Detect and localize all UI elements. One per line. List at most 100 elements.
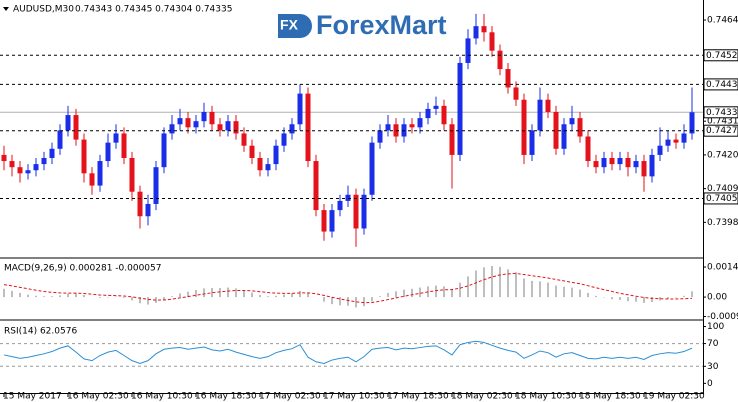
candle-body	[649, 154, 655, 177]
candle-body	[585, 136, 591, 162]
level-label: 0.74525	[706, 51, 738, 61]
candle-body	[521, 99, 527, 155]
candle-body	[105, 142, 111, 162]
candle-body	[265, 164, 271, 171]
candle-body	[513, 87, 519, 100]
candle-body	[113, 133, 119, 143]
candle-body	[81, 139, 87, 174]
candle-body	[593, 161, 599, 168]
candle-body	[417, 118, 423, 128]
logo-text: ForexMart	[316, 10, 447, 40]
candle-body	[305, 93, 311, 162]
symbol: AUDUSD,M30	[13, 5, 74, 15]
x-tick-label: 18 May 02:30	[451, 392, 513, 402]
candle-body	[313, 161, 319, 211]
candle-body	[345, 194, 351, 201]
candle-body	[9, 161, 15, 168]
rsi-tick-label: 0	[707, 379, 713, 389]
rsi-label: RSI(14) 62.0576	[4, 327, 77, 337]
candle-body	[97, 161, 103, 186]
candle-body	[193, 121, 199, 128]
candle-body	[409, 124, 415, 128]
candle-body	[545, 99, 551, 112]
x-tick-label: 19 May 02:30	[643, 392, 705, 402]
candle-body	[25, 170, 31, 174]
candle-body	[505, 69, 511, 88]
candle-body	[577, 118, 583, 137]
macd-tick-label: -0.00094	[707, 312, 738, 322]
candle-body	[425, 108, 431, 119]
candle-body	[1, 154, 7, 162]
x-tick-label: 16 May 02:30	[67, 392, 129, 402]
candle-body	[17, 167, 23, 174]
candle-body	[153, 167, 159, 204]
logo-icon: FX	[280, 17, 299, 33]
candle-body	[257, 157, 263, 171]
candle-body	[73, 115, 79, 140]
rsi-tick-label: 100	[707, 322, 724, 332]
candle-body	[161, 133, 167, 168]
candle-body	[145, 203, 151, 217]
candle-body	[33, 164, 39, 171]
x-tick-label: 15 May 2017	[3, 392, 62, 402]
candle-body	[689, 112, 695, 134]
macd-tick-label: 0.00	[707, 293, 727, 303]
candle-body	[537, 99, 543, 131]
candle-body	[209, 111, 215, 125]
candle-body	[665, 139, 671, 146]
candle-body	[465, 38, 471, 63]
candle-body	[57, 130, 63, 149]
x-tick-label: 17 May 18:30	[387, 392, 449, 402]
candle-body	[201, 111, 207, 122]
candle-body	[281, 133, 287, 146]
candle-body	[241, 133, 247, 146]
candle-body	[361, 194, 367, 229]
candle-body	[569, 118, 575, 125]
quote: 0.74343 0.74345 0.74304 0.74335	[75, 5, 232, 15]
candle-body	[625, 157, 631, 168]
x-tick-label: 17 May 02:30	[259, 392, 321, 402]
panel-frames	[0, 0, 704, 394]
candle-body	[329, 210, 335, 232]
candle-body	[177, 118, 183, 125]
logo-icon-shape	[278, 14, 312, 38]
candle-body	[673, 139, 679, 143]
rsi-tick-label: 30	[707, 362, 719, 372]
candle-body	[529, 130, 535, 155]
level-label: 0.74279	[706, 126, 738, 136]
candle-body	[249, 145, 255, 158]
candle-body	[169, 124, 175, 134]
level-box	[703, 78, 738, 91]
candle-body	[633, 161, 639, 168]
candle-body	[129, 157, 135, 192]
candle-body	[353, 194, 359, 229]
candle-body	[641, 161, 647, 177]
candle-body	[49, 148, 55, 158]
candle-body	[321, 210, 327, 232]
macd-label: MACD(9,26,9) 0.000281 -0.000057	[4, 264, 161, 274]
current-price-box	[703, 106, 738, 119]
candle-body	[449, 124, 455, 155]
candle-body	[553, 111, 559, 149]
level-box	[703, 124, 738, 137]
candle-body	[137, 191, 143, 217]
candle-body	[609, 157, 615, 165]
x-tick-label: 16 May 18:30	[195, 392, 257, 402]
candle-body	[497, 50, 503, 70]
candle-body	[121, 133, 127, 158]
x-tick-label: 16 May 10:30	[131, 392, 193, 402]
level-box	[703, 192, 738, 205]
logo: FX ForexMart	[278, 10, 447, 40]
candle-body	[385, 124, 391, 131]
candle-body	[233, 121, 239, 134]
candle-body	[657, 145, 663, 155]
candle-body	[297, 93, 303, 125]
rsi-line	[3, 340, 693, 364]
candle-body	[433, 105, 439, 109]
candle-body	[473, 26, 479, 39]
